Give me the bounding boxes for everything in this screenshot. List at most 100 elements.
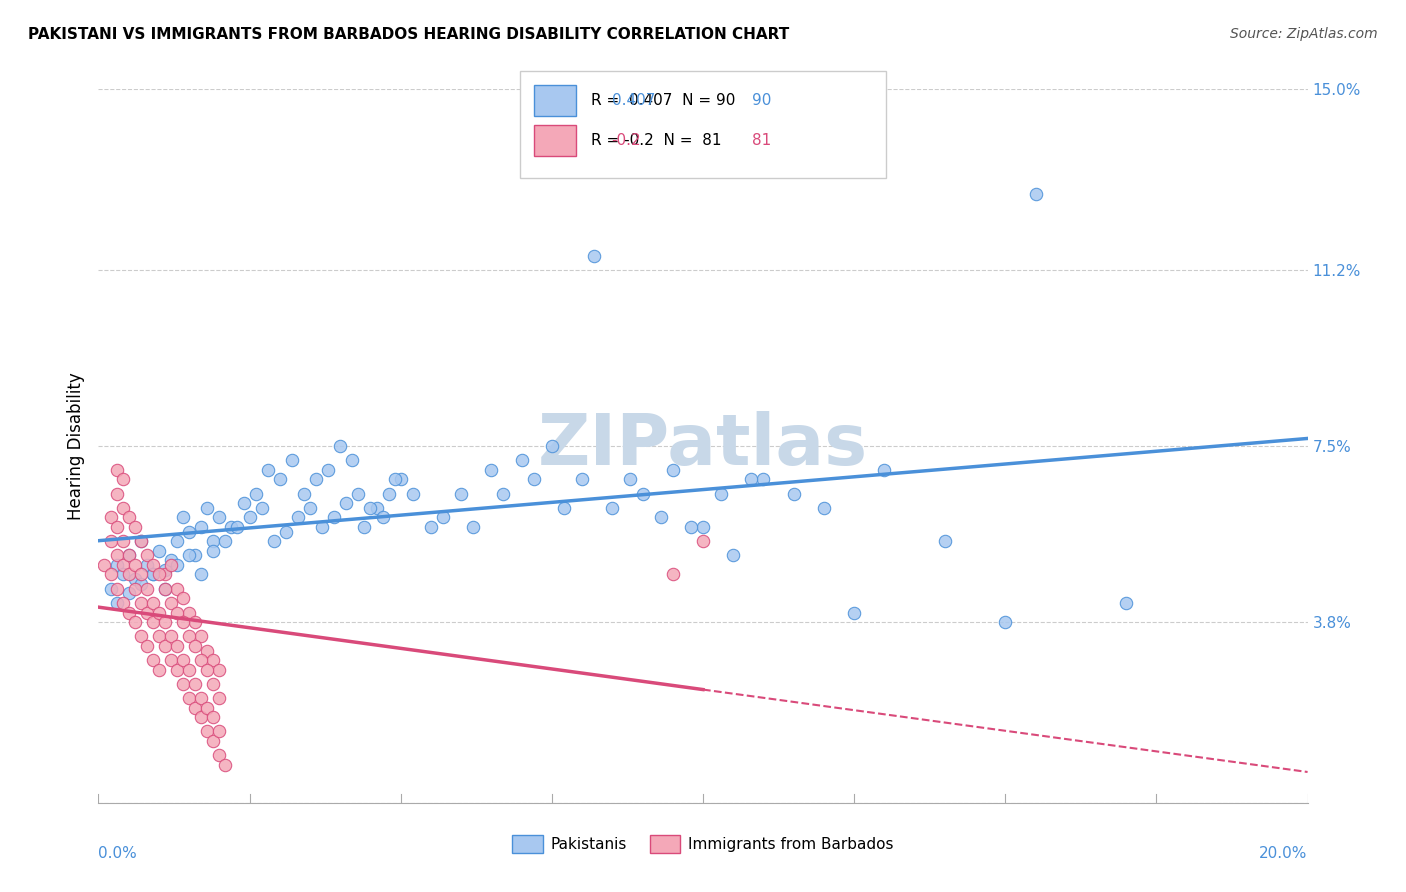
Point: [269, 472, 291, 486]
Point: [184, 677, 207, 691]
Point: [160, 629, 183, 643]
Point: [692, 520, 714, 534]
Point: [179, 606, 201, 620]
Text: 0.407: 0.407: [612, 94, 655, 108]
Point: [274, 524, 297, 539]
Point: [160, 558, 183, 572]
Point: [195, 500, 218, 515]
Point: [523, 472, 546, 486]
Point: [190, 520, 212, 534]
Point: [142, 558, 165, 572]
Point: [661, 567, 683, 582]
Point: [329, 439, 352, 453]
Point: [184, 615, 207, 629]
Point: [129, 534, 152, 549]
Point: [783, 486, 806, 500]
Text: 90: 90: [752, 94, 772, 108]
Point: [148, 663, 170, 677]
Point: [153, 582, 176, 596]
Point: [202, 534, 225, 549]
Point: [179, 629, 201, 643]
Point: [148, 629, 170, 643]
Point: [353, 520, 375, 534]
Point: [232, 496, 254, 510]
Point: [202, 653, 225, 667]
Point: [105, 549, 128, 563]
Text: Source: ZipAtlas.com: Source: ZipAtlas.com: [1230, 27, 1378, 41]
Text: ZIPatlas: ZIPatlas: [538, 411, 868, 481]
Point: [153, 567, 176, 582]
Point: [510, 453, 533, 467]
Point: [432, 510, 454, 524]
Point: [153, 563, 176, 577]
Point: [118, 549, 141, 563]
Point: [450, 486, 472, 500]
Point: [190, 567, 212, 582]
Point: [377, 486, 399, 500]
Point: [166, 663, 188, 677]
Point: [105, 596, 128, 610]
Point: [389, 472, 412, 486]
Point: [135, 549, 157, 563]
Text: 0.0%: 0.0%: [98, 846, 138, 861]
Point: [118, 567, 141, 582]
Point: [239, 510, 262, 524]
Point: [179, 524, 201, 539]
Point: [100, 510, 122, 524]
Point: [202, 543, 225, 558]
Point: [160, 553, 183, 567]
Point: [100, 582, 122, 596]
Point: [105, 558, 128, 572]
Point: [105, 486, 128, 500]
Point: [463, 520, 485, 534]
Point: [371, 510, 394, 524]
Y-axis label: Hearing Disability: Hearing Disability: [66, 372, 84, 520]
Point: [323, 510, 346, 524]
Point: [723, 549, 745, 563]
Point: [208, 748, 231, 763]
Point: [172, 591, 194, 606]
Point: [172, 615, 194, 629]
Point: [129, 629, 152, 643]
Point: [281, 453, 304, 467]
Point: [221, 520, 243, 534]
Point: [124, 582, 146, 596]
Point: [360, 500, 382, 515]
Point: [316, 463, 339, 477]
Point: [153, 582, 176, 596]
Point: [710, 486, 733, 500]
Point: [93, 558, 115, 572]
Point: [873, 463, 896, 477]
Point: [571, 472, 593, 486]
Point: [335, 496, 357, 510]
Point: [366, 500, 388, 515]
Point: [202, 677, 225, 691]
Point: [118, 586, 141, 600]
Point: [179, 663, 201, 677]
Point: [129, 596, 152, 610]
Point: [1024, 186, 1046, 201]
Point: [153, 615, 176, 629]
Point: [111, 472, 134, 486]
Point: [208, 724, 231, 739]
Point: [195, 700, 218, 714]
Point: [135, 606, 157, 620]
Point: [105, 520, 128, 534]
Point: [844, 606, 866, 620]
Point: [420, 520, 443, 534]
Point: [142, 615, 165, 629]
Legend: Pakistanis, Immigrants from Barbados: Pakistanis, Immigrants from Barbados: [506, 829, 900, 859]
Point: [148, 606, 170, 620]
Point: [602, 500, 624, 515]
Point: [129, 577, 152, 591]
Point: [208, 691, 231, 706]
Point: [631, 486, 654, 500]
Point: [100, 567, 122, 582]
Text: 81: 81: [752, 133, 772, 147]
Point: [118, 510, 141, 524]
Point: [105, 582, 128, 596]
Point: [124, 615, 146, 629]
Point: [540, 439, 562, 453]
Point: [619, 472, 641, 486]
Point: [299, 500, 322, 515]
